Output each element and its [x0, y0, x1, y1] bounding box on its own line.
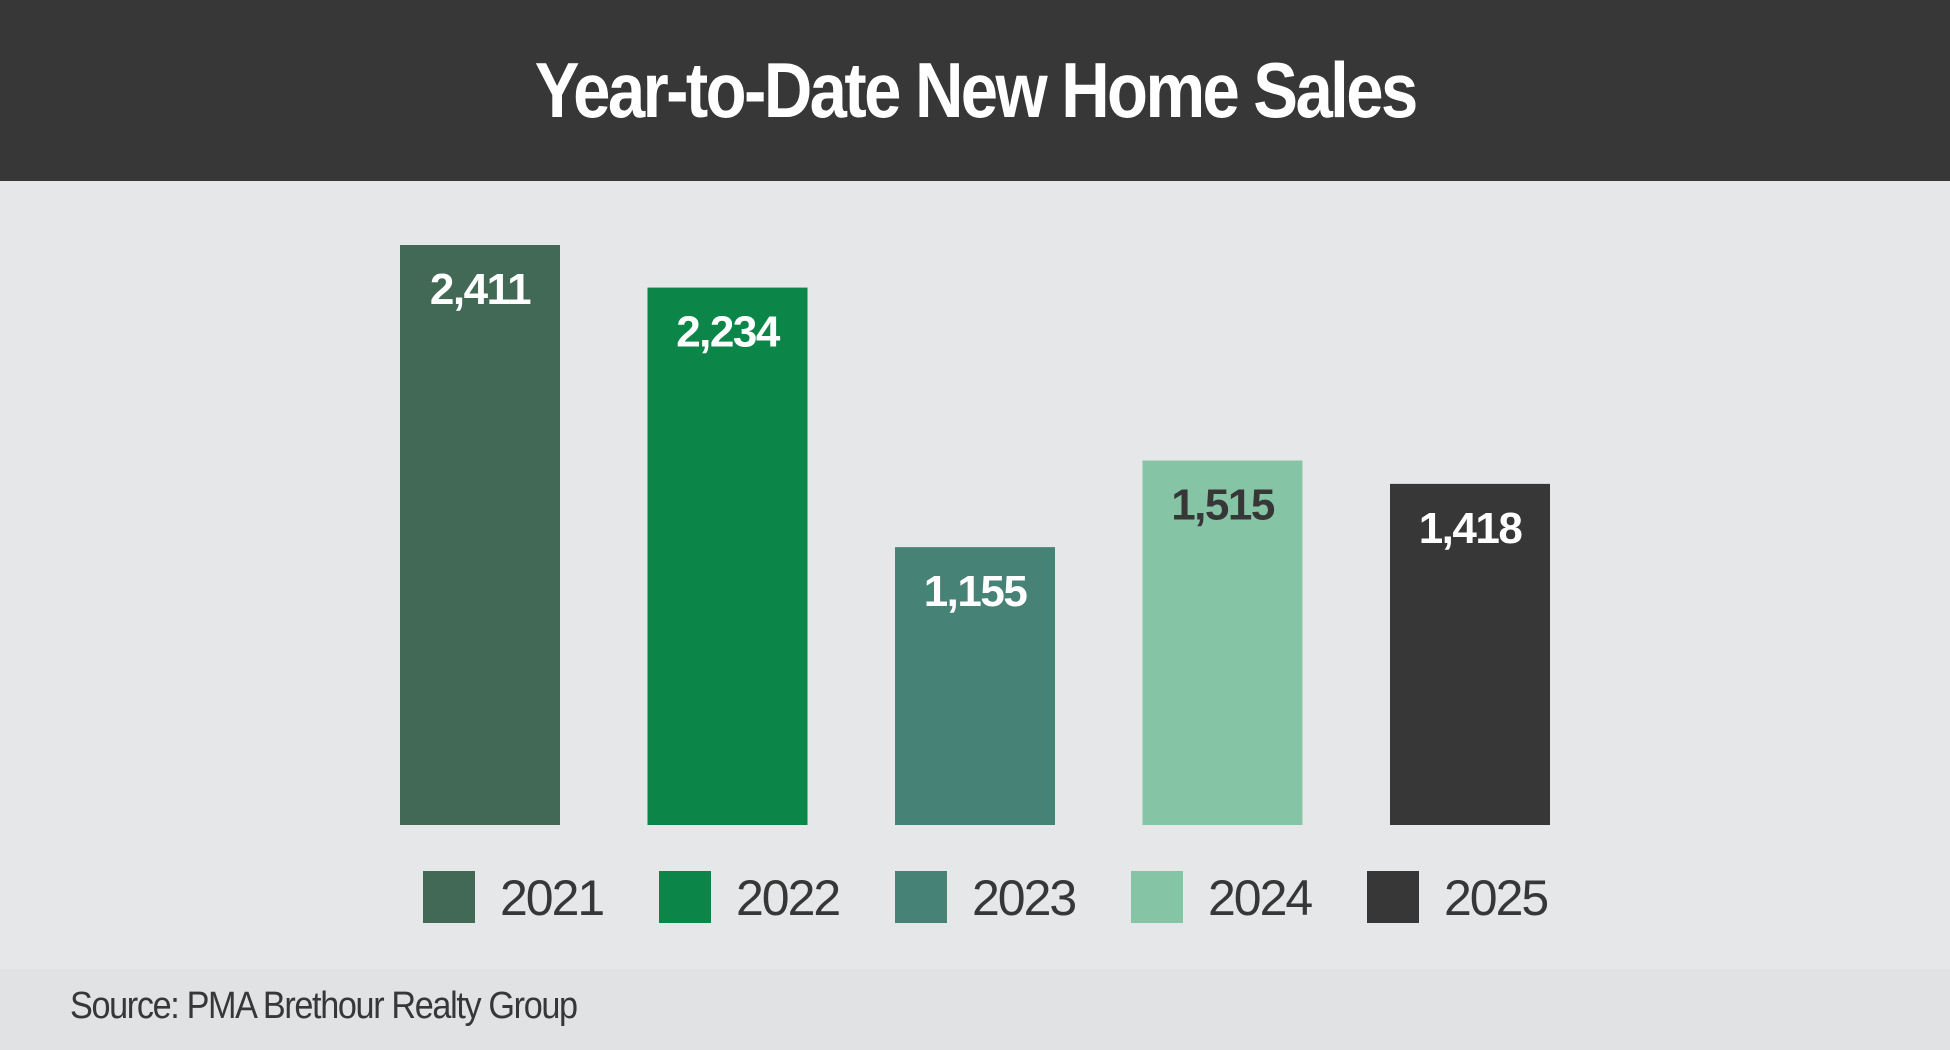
legend-swatch-2023	[895, 871, 947, 923]
legend-label-2025: 2025	[1444, 870, 1547, 926]
legend-swatch-2021	[423, 871, 475, 923]
value-label-2024: 1,515	[1171, 481, 1275, 530]
legend-swatch-2025	[1367, 871, 1419, 923]
legend-label-2023: 2023	[972, 870, 1075, 926]
value-label-2022: 2,234	[676, 308, 781, 357]
footer: Source: PMA Brethour Realty Group	[0, 969, 1950, 1050]
value-label-2021: 2,411	[430, 265, 531, 314]
chart-area: 2,411 2,234 1,155 1,515 1,418 2021 2022 2023 20…	[0, 181, 1950, 969]
bar-2025	[1390, 483, 1550, 825]
bar-2024	[1142, 460, 1303, 825]
bar-2021	[400, 245, 560, 825]
legend-label-2022: 2022	[736, 870, 839, 926]
value-labels-group: 2,411 2,234 1,155 1,515 1,418	[430, 265, 1524, 616]
source-note: Source: PMA Brethour Realty Group	[70, 985, 578, 1027]
chart-title: Year-to-Date New Home Sales	[534, 46, 1419, 134]
legend-label-2024: 2024	[1208, 870, 1312, 926]
bars-group	[400, 245, 1550, 825]
legend: 2021 2022 2023 2024 2025	[423, 870, 1549, 926]
header-banner: Year-to-Date New Home Sales	[0, 0, 1950, 181]
legend-swatch-2024	[1131, 871, 1183, 923]
value-label-2025: 1,418	[1419, 504, 1523, 553]
legend-label-2021: 2021	[500, 870, 603, 926]
bar-2023	[895, 547, 1055, 825]
bar-2022	[647, 287, 808, 825]
value-label-2023: 1,155	[924, 567, 1028, 616]
legend-swatch-2022	[659, 871, 711, 923]
